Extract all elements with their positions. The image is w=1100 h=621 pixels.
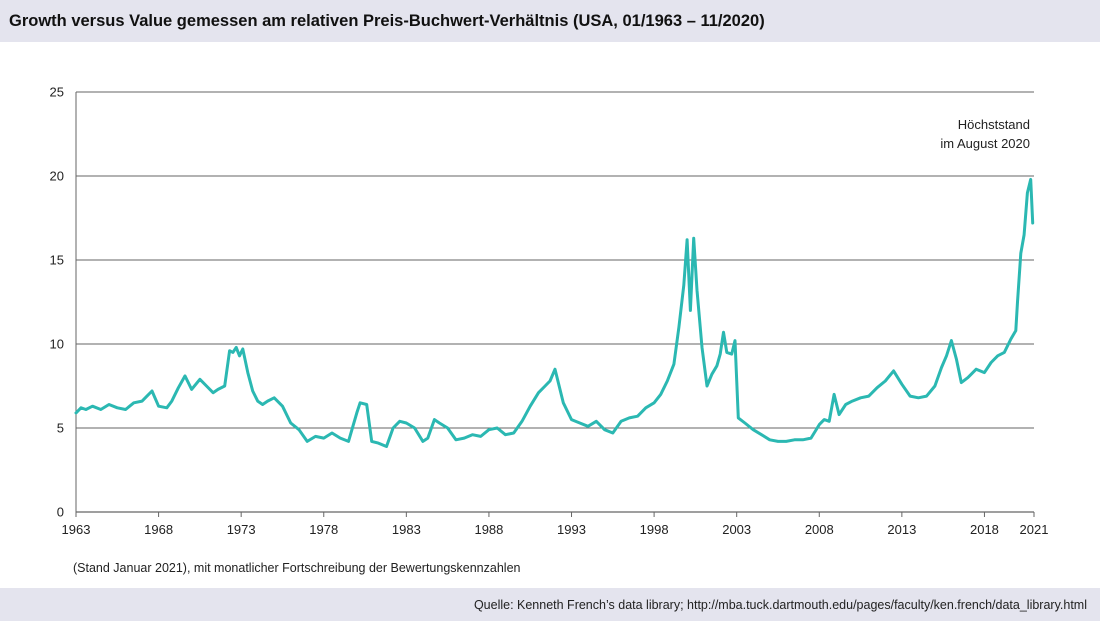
series-layer bbox=[74, 177, 1035, 448]
grid-lines bbox=[75, 91, 1034, 513]
annotation-line: im August 2020 bbox=[940, 136, 1030, 151]
x-tick-label: 2018 bbox=[970, 522, 999, 537]
x-tick-label: 1973 bbox=[227, 522, 256, 537]
x-tick-label: 1998 bbox=[640, 522, 669, 537]
x-tick-label: 2008 bbox=[805, 522, 834, 537]
x-tick-label: 2013 bbox=[887, 522, 916, 537]
title-bar: Growth versus Value gemessen am relative… bbox=[0, 0, 1100, 42]
y-tick-label: 10 bbox=[50, 337, 64, 352]
x-axis-ticks: 1963 1968 1973 1978 1983 1988 1993 1998 2003 2008… bbox=[62, 512, 1049, 537]
x-tick-label: 1993 bbox=[557, 522, 586, 537]
x-tick-label: 1983 bbox=[392, 522, 421, 537]
source-bar: Quelle: Kenneth French’s data library; h… bbox=[0, 588, 1100, 621]
source-text: Quelle: Kenneth French’s data library; h… bbox=[473, 597, 1087, 612]
y-tick-label: 20 bbox=[50, 169, 64, 184]
annotation: Höchststand im August 2020 bbox=[940, 117, 1030, 151]
y-tick-label: 0 bbox=[57, 505, 64, 520]
x-tick-label: 2003 bbox=[722, 522, 751, 537]
x-tick-label: 1988 bbox=[474, 522, 503, 537]
x-tick-label: 1963 bbox=[62, 522, 91, 537]
y-tick-label: 25 bbox=[50, 85, 64, 100]
series-line bbox=[74, 177, 1035, 448]
annotation-line: Höchststand bbox=[958, 117, 1030, 132]
x-tick-label: 2021 bbox=[1020, 522, 1049, 537]
chart-title: Growth versus Value gemessen am relative… bbox=[9, 11, 765, 30]
y-axis-ticks: 0 5 10 15 20 25 bbox=[50, 85, 64, 520]
y-tick-label: 15 bbox=[50, 253, 64, 268]
x-tick-label: 1968 bbox=[144, 522, 173, 537]
footnote: (Stand Januar 2021), mit monatlicher For… bbox=[73, 561, 521, 575]
y-tick-label: 5 bbox=[57, 421, 64, 436]
x-tick-label: 1978 bbox=[309, 522, 338, 537]
